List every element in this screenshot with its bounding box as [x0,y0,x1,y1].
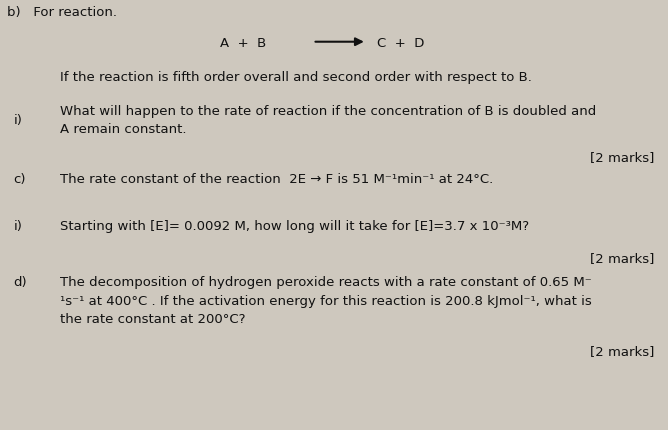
Text: The rate constant of the reaction  2E → F is 51 M⁻¹min⁻¹ at 24°C.: The rate constant of the reaction 2E → F… [60,173,494,186]
Text: Starting with [E]= 0.0092 M, how long will it take for [E]=3.7 x 10⁻³M?: Starting with [E]= 0.0092 M, how long wi… [60,220,529,233]
Text: [2 marks]: [2 marks] [591,345,655,358]
Text: C  +  D: C + D [377,37,425,49]
Text: A remain constant.: A remain constant. [60,123,186,135]
Text: If the reaction is fifth order overall and second order with respect to B.: If the reaction is fifth order overall a… [60,71,532,84]
Text: i): i) [13,220,22,233]
Text: A  +  B: A + B [220,37,267,49]
Text: c): c) [13,173,26,186]
Text: [2 marks]: [2 marks] [591,151,655,164]
Text: The decomposition of hydrogen peroxide reacts with a rate constant of 0.65 M⁻: The decomposition of hydrogen peroxide r… [60,276,592,289]
Text: d): d) [13,276,27,289]
Text: [2 marks]: [2 marks] [591,252,655,264]
Text: the rate constant at 200°C?: the rate constant at 200°C? [60,313,246,326]
Text: b)   For reaction.: b) For reaction. [7,6,117,19]
Text: What will happen to the rate of reaction if the concentration of B is doubled an: What will happen to the rate of reaction… [60,105,597,118]
Text: i): i) [13,114,22,127]
Text: ¹s⁻¹ at 400°C . If the activation energy for this reaction is 200.8 kJmol⁻¹, wha: ¹s⁻¹ at 400°C . If the activation energy… [60,295,592,307]
